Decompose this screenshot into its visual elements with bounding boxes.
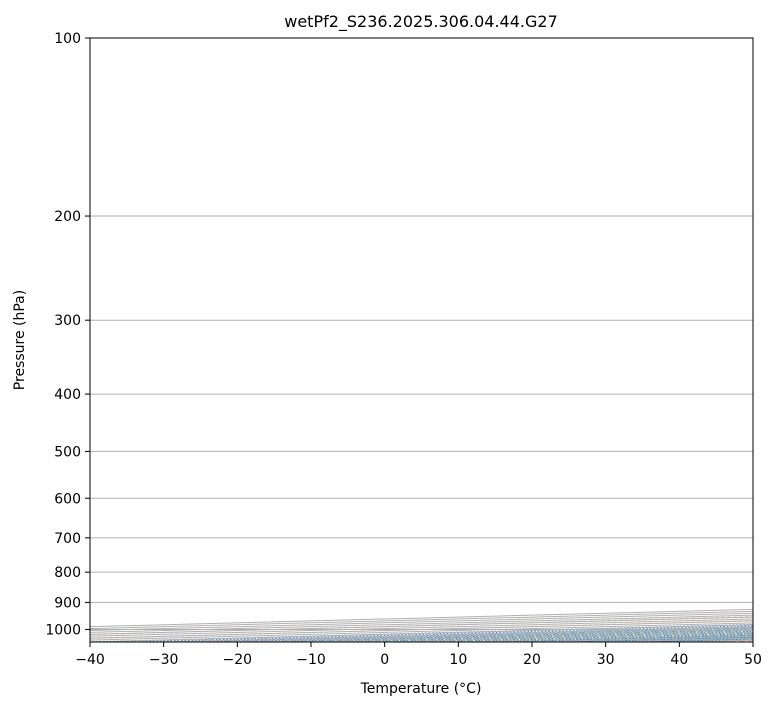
- y-tick-label: 900: [54, 595, 81, 611]
- dry-adiabat-line: [188, 626, 753, 642]
- y-tick-label: 200: [54, 209, 81, 225]
- x-axis-label: Temperature (°C): [360, 681, 482, 697]
- x-tick-label: 40: [670, 652, 688, 668]
- isotherm-line: [90, 620, 753, 639]
- x-tick-label: −20: [223, 652, 253, 668]
- x-tick-label: 50: [744, 652, 762, 668]
- isotherm-line: [90, 616, 753, 635]
- x-tick-label: −10: [296, 652, 326, 668]
- y-tick-label: 400: [54, 387, 81, 403]
- y-axis-label: Pressure (hPa): [12, 290, 28, 390]
- moist-adiabat-line: [568, 636, 753, 642]
- legacy-adiabat-line: [114, 623, 753, 642]
- moist-adiabat-line: [274, 628, 753, 642]
- mixing-ratio-line: [299, 629, 753, 642]
- moist-adiabat-line: [495, 634, 753, 642]
- isotherm-line: [163, 626, 753, 642]
- isotherm-line: [752, 641, 753, 642]
- isotherm-line: [679, 639, 753, 642]
- mixing-ratio-line: [326, 630, 753, 642]
- mixing-ratio-line: [262, 628, 753, 642]
- legacy-adiabat-line: [90, 615, 753, 636]
- y-tick-label: 800: [54, 565, 81, 581]
- isotherm-line: [531, 635, 753, 642]
- isotherm-line: [90, 610, 753, 630]
- isotherm-line: [90, 624, 753, 642]
- y-tick-label: 500: [54, 444, 81, 460]
- x-tick-label: 30: [597, 652, 615, 668]
- isotherm-line: [90, 612, 753, 631]
- x-tick-label: −40: [75, 652, 105, 668]
- moist-adiabat-line: [384, 631, 753, 642]
- moist-adiabat-line: [679, 639, 753, 642]
- isotherm-line: [90, 608, 753, 628]
- chart-title: wetPf2_S236.2025.306.04.44.G27: [284, 12, 558, 32]
- y-tick-label: 1000: [45, 622, 81, 638]
- x-tick-label: 0: [380, 652, 389, 668]
- y-axis-ticks: 1000 900 800 700 600 500 400 300 200 100: [45, 31, 90, 638]
- dry-adiabat-line: [487, 634, 753, 642]
- dry-adiabat-line: [338, 630, 753, 642]
- dry-adiabat-line: [636, 638, 753, 642]
- moist-adiabat-line: [642, 638, 753, 642]
- moist-adiabat-line: [310, 629, 753, 642]
- moist-adiabat-line: [237, 627, 753, 642]
- x-tick-label: −30: [149, 652, 179, 668]
- moist-adiabat-line: [347, 630, 753, 642]
- isotherm-line: [237, 628, 753, 642]
- dry-adiabat-line: [412, 632, 753, 642]
- x-tick-label: 10: [449, 652, 467, 668]
- moist-adiabat-line: [421, 632, 753, 642]
- y-tick-label: 100: [54, 31, 81, 47]
- moist-adiabat-line: [605, 637, 753, 642]
- x-tick-label: 20: [523, 652, 541, 668]
- y-tick-label: 600: [54, 491, 81, 507]
- isotherm-line: [90, 622, 753, 641]
- mixing-ratio-line: [365, 631, 753, 642]
- isotherm-line: [384, 631, 753, 642]
- moist-adiabat-line: [458, 633, 753, 642]
- x-axis-ticks: −40 −30 −20 −10 0 10 20 30 40 50: [75, 642, 762, 668]
- plot-frame: [89, 37, 754, 643]
- dry-adiabat-line: [263, 628, 753, 642]
- y-tick-label: 700: [54, 531, 81, 547]
- moist-adiabat-line: [531, 635, 753, 642]
- isotherm-line: [90, 618, 753, 637]
- y-tick-label: 300: [54, 313, 81, 329]
- legacy-adiabat-line: [90, 619, 753, 640]
- reference-lines: [90, 38, 753, 642]
- isotherm-line: [310, 629, 753, 642]
- dry-adiabat-line: [562, 636, 753, 642]
- isotherm-line: [458, 633, 753, 642]
- isotherm-line: [90, 614, 753, 633]
- isotherm-line: [605, 637, 753, 642]
- dry-adiabat-line: [711, 640, 753, 642]
